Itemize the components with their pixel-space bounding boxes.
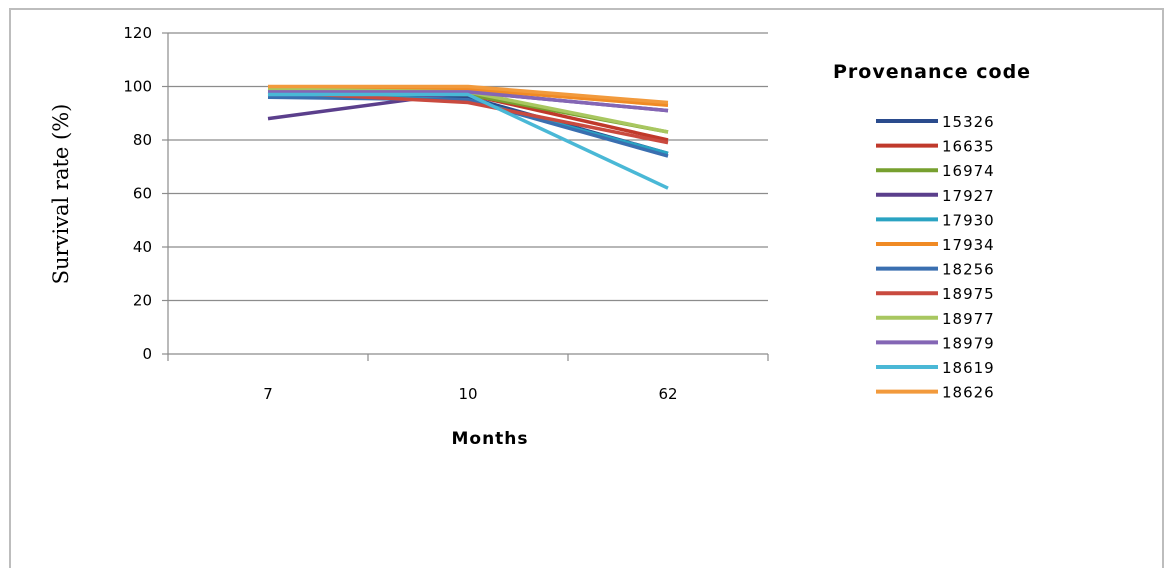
legend-label: 18256 <box>942 261 995 279</box>
legend-label: 18977 <box>942 310 995 328</box>
legend-label: 16974 <box>942 162 995 180</box>
y-axis-label: Survival rate (%) <box>49 104 73 285</box>
x-axis-label: Months <box>451 429 528 449</box>
x-tick-label: 7 <box>263 385 273 403</box>
legend-label: 16635 <box>942 138 995 156</box>
axes <box>162 32 769 361</box>
legend-label: 18626 <box>942 384 995 402</box>
y-tick-label: 40 <box>133 238 152 256</box>
chart-frame <box>9 8 1164 568</box>
series-line-18626 <box>268 84 669 105</box>
legend-label: 17927 <box>942 187 995 205</box>
legend-title: Provenance code <box>833 61 1031 83</box>
y-tick-labels: 0 20 40 60 80 100 120 <box>123 24 152 363</box>
legend-label: 18619 <box>942 359 995 377</box>
y-tick-label: 120 <box>123 24 152 42</box>
legend-label: 15326 <box>942 113 995 131</box>
y-tick-label: 0 <box>142 345 152 363</box>
series-line-18619 <box>268 92 669 190</box>
legend-label: 17934 <box>942 236 995 254</box>
gridlines <box>168 32 768 302</box>
x-tick-labels: 7 10 62 <box>263 385 677 403</box>
series-line-18979 <box>268 90 669 113</box>
series-line-18256 <box>267 95 669 158</box>
y-tick-label: 20 <box>133 292 152 310</box>
legend: 15326 16635 16974 17927 17930 17934 18256 18975… <box>876 113 995 402</box>
x-tick-label: 62 <box>658 385 677 403</box>
y-tick-label: 60 <box>133 185 152 203</box>
y-tick-label: 80 <box>133 131 152 149</box>
x-tick-label: 10 <box>458 385 477 403</box>
y-tick-label: 100 <box>123 78 152 96</box>
legend-label: 18975 <box>942 285 995 303</box>
legend-label: 17930 <box>942 211 995 229</box>
legend-label: 18979 <box>942 334 995 352</box>
series-lines <box>267 84 669 190</box>
